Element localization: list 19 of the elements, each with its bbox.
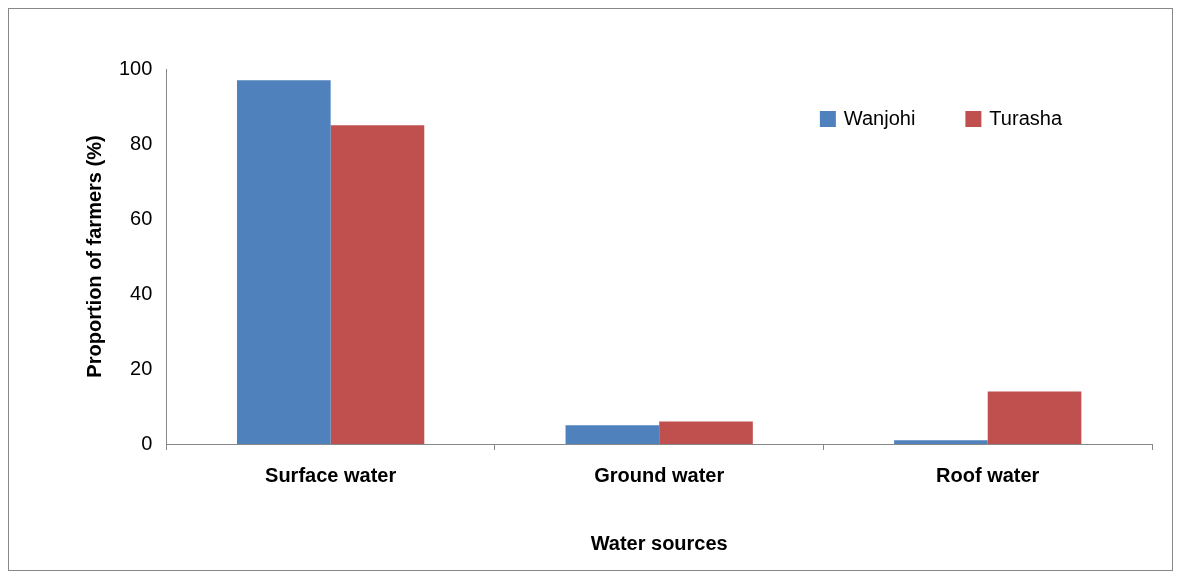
bar xyxy=(659,421,753,444)
legend-label: Turasha xyxy=(989,106,1063,129)
bar xyxy=(565,425,660,444)
legend-label: Wanjohi xyxy=(843,106,916,129)
y-tick-label: 80 xyxy=(130,131,153,154)
y-axis-title: Proportion of farmers (%) xyxy=(82,135,105,378)
y-tick-label: 60 xyxy=(130,206,153,229)
y-tick-label: 40 xyxy=(130,281,153,304)
x-axis-title: Water sources xyxy=(590,531,728,554)
bar xyxy=(894,440,988,444)
x-tick-label: Surface water xyxy=(265,463,397,486)
bar xyxy=(330,125,425,444)
x-tick-label: Roof water xyxy=(936,463,1040,486)
bar xyxy=(237,80,331,444)
bar xyxy=(987,391,1082,444)
y-tick-label: 100 xyxy=(118,56,153,79)
x-tick-label: Ground water xyxy=(594,463,725,486)
y-tick-label: 0 xyxy=(141,431,153,454)
y-tick-label: 20 xyxy=(130,356,153,379)
